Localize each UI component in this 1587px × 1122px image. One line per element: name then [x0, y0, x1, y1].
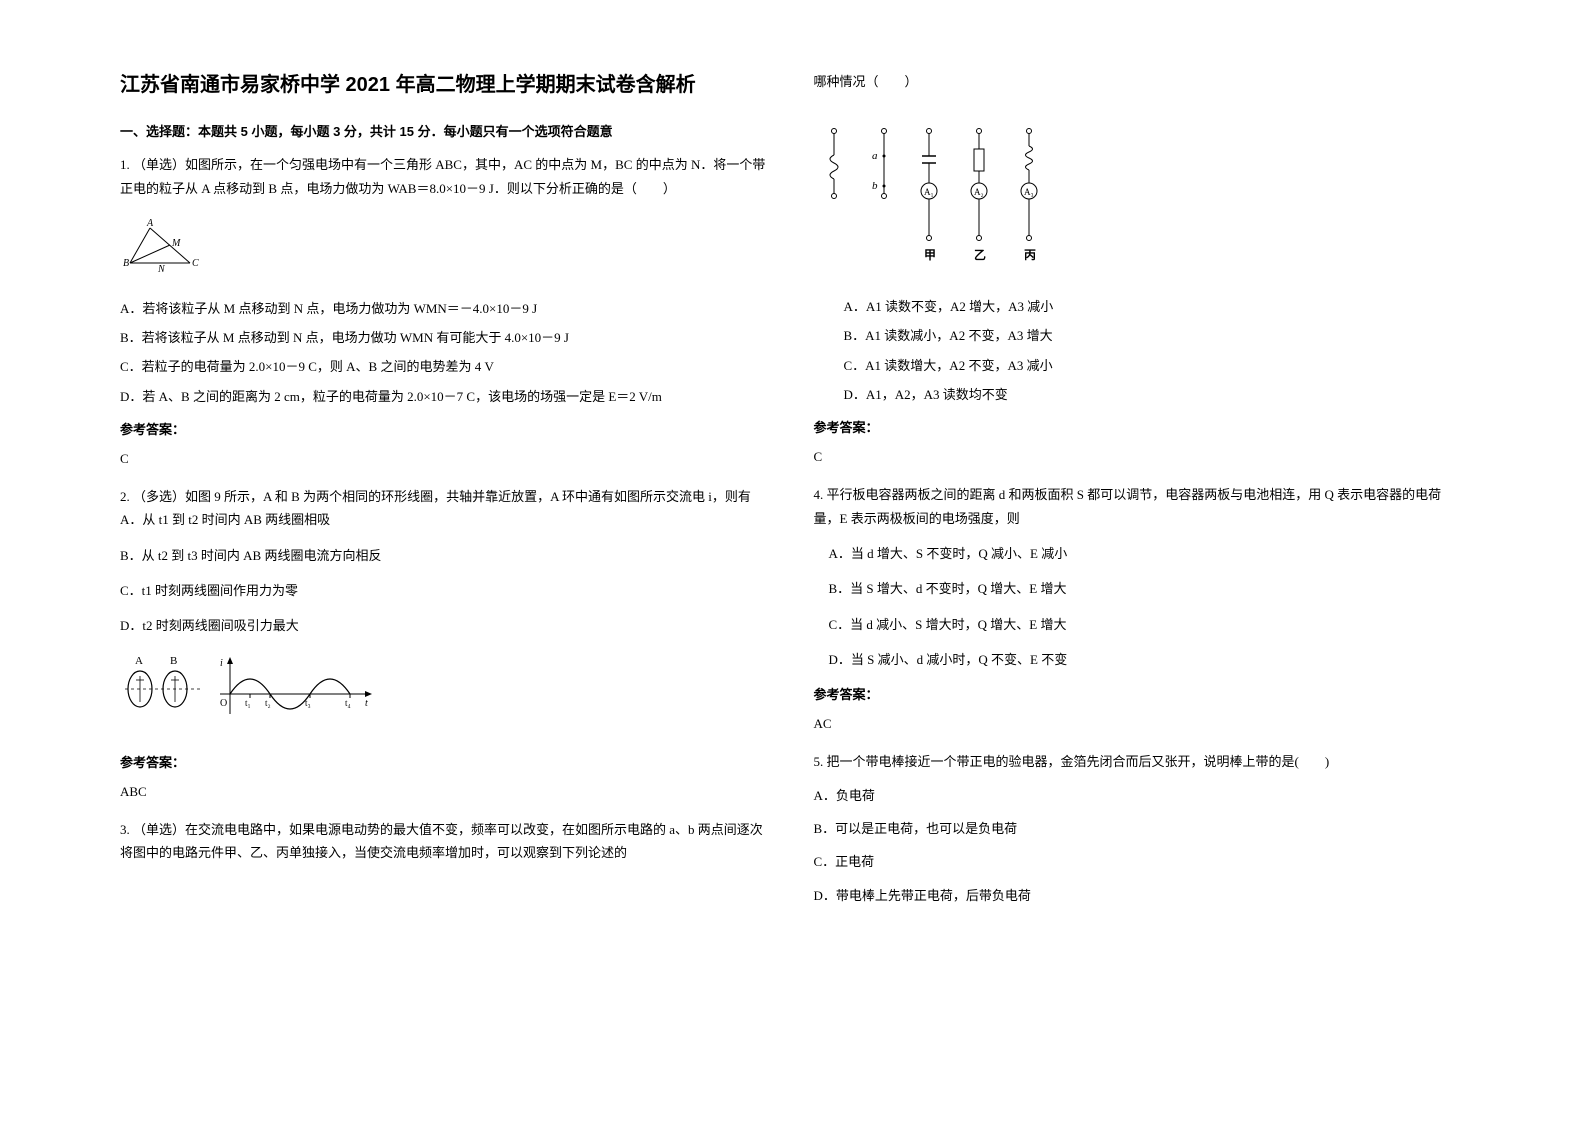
question-2: 2. （多选）如图 9 所示，A 和 B 为两个相同的环形线圈，共轴并靠近放置，… [120, 485, 774, 803]
left-column: 江苏省南通市易家桥中学 2021 年高二物理上学期期末试卷含解析 一、选择题：本… [100, 70, 794, 1082]
q4-text: 4. 平行板电容器两板之间的距离 d 和两板面积 S 都可以调节，电容器两板与电… [814, 483, 1468, 530]
q4-option-a: A．当 d 增大、S 不变时，Q 减小、E 减小 [829, 542, 1468, 565]
q2-option-b: B．从 t2 到 t3 时间内 AB 两线圈电流方向相反 [120, 544, 774, 567]
q5-option-b: B．可以是正电荷，也可以是负电荷 [814, 817, 1468, 840]
q4-option-b: B．当 S 增大、d 不变时，Q 增大、E 增大 [829, 577, 1468, 600]
svg-text:C: C [192, 258, 199, 269]
q1-answer-label: 参考答案： [120, 418, 774, 441]
right-column: 哪种情况（ ） a b A₁ 甲 [794, 70, 1488, 1082]
question-1: 1. （单选）如图所示，在一个匀强电场中有一个三角形 ABC，其中，AC 的中点… [120, 153, 774, 470]
q1-option-b: B．若将该粒子从 M 点移动到 N 点，电场力做功 WMN 有可能大于 4.0×… [120, 326, 774, 349]
svg-text:甲: 甲 [924, 248, 936, 262]
svg-text:A₃: A₃ [1024, 187, 1034, 197]
q1-option-a: A．若将该粒子从 M 点移动到 N 点，电场力做功为 WMN＝－4.0×10－9… [120, 297, 774, 320]
svg-text:t₄: t₄ [345, 698, 351, 708]
q3-option-d: D．A1，A2，A3 读数均不变 [844, 383, 1468, 406]
question-5: 5. 把一个带电棒接近一个带正电的验电器，金箔先闭合而后又张开，说明棒上带的是(… [814, 750, 1468, 907]
svg-text:t: t [365, 698, 368, 709]
q3-text: 3. （单选）在交流电电路中，如果电源电动势的最大值不变，频率可以改变，在如图所… [120, 818, 774, 865]
svg-text:B: B [170, 655, 177, 667]
q1-option-d: D．若 A、B 之间的距离为 2 cm，粒子的电荷量为 2.0×10－7 C，该… [120, 385, 774, 408]
section-header: 一、选择题：本题共 5 小题，每小题 3 分，共计 15 分．每小题只有一个选项… [120, 120, 774, 143]
q3-option-b: B．A1 读数减小，A2 不变，A3 增大 [844, 324, 1468, 347]
svg-text:N: N [157, 264, 166, 273]
q4-answer: AC [814, 712, 1468, 735]
svg-text:A₂: A₂ [974, 187, 984, 197]
q5-text: 5. 把一个带电棒接近一个带正电的验电器，金箔先闭合而后又张开，说明棒上带的是(… [814, 750, 1468, 773]
q4-option-c: C．当 d 减小、S 增大时，Q 增大、E 增大 [829, 613, 1468, 636]
svg-text:a: a [872, 150, 878, 162]
svg-text:乙: 乙 [974, 248, 986, 262]
q2-answer-label: 参考答案： [120, 751, 774, 774]
svg-text:t₁: t₁ [245, 698, 251, 708]
q1-figure: A B C M N [120, 218, 210, 273]
svg-text:A₁: A₁ [924, 187, 934, 197]
q5-option-a: A．负电荷 [814, 784, 1468, 807]
q1-option-c: C．若粒子的电荷量为 2.0×10－9 C，则 A、B 之间的电势差为 4 V [120, 355, 774, 378]
q3-options: A．A1 读数不变，A2 增大，A3 减小 B．A1 读数减小，A2 不变，A3… [814, 295, 1468, 407]
svg-text:丙: 丙 [1024, 248, 1036, 262]
q2-answer: ABC [120, 780, 774, 803]
document-title: 江苏省南通市易家桥中学 2021 年高二物理上学期期末试卷含解析 [120, 70, 774, 100]
svg-text:t₃: t₃ [305, 698, 311, 708]
svg-text:b: b [872, 180, 878, 192]
question-3-part1: 3. （单选）在交流电电路中，如果电源电动势的最大值不变，频率可以改变，在如图所… [120, 818, 774, 865]
svg-text:A: A [146, 218, 154, 229]
svg-text:B: B [123, 258, 129, 269]
q2-option-d: D．t2 时刻两线圈间吸引力最大 [120, 614, 774, 637]
svg-text:M: M [171, 238, 181, 249]
svg-text:i: i [220, 658, 223, 669]
q4-option-d: D．当 S 减小、d 减小时，Q 不变、E 不变 [829, 648, 1468, 671]
q3-text2: 哪种情况（ ） [814, 70, 1468, 93]
q5-option-d: D．带电棒上先带正电荷，后带负电荷 [814, 884, 1468, 907]
q4-answer-label: 参考答案： [814, 683, 1468, 706]
q3-answer: C [814, 445, 1468, 468]
q3-answer-label: 参考答案： [814, 416, 1468, 439]
q3-figure: a b A₁ 甲 A₂ 乙 [814, 111, 1064, 271]
q2-option-c: C．t1 时刻两线圈间作用力为零 [120, 579, 774, 602]
q5-option-c: C．正电荷 [814, 850, 1468, 873]
question-4: 4. 平行板电容器两板之间的距离 d 和两板面积 S 都可以调节，电容器两板与电… [814, 483, 1468, 735]
q3-option-c: C．A1 读数增大，A2 不变，A3 减小 [844, 354, 1468, 377]
q1-text: 1. （单选）如图所示，在一个匀强电场中有一个三角形 ABC，其中，AC 的中点… [120, 153, 774, 200]
q3-option-a: A．A1 读数不变，A2 增大，A3 减小 [844, 295, 1468, 318]
q2-text: 2. （多选）如图 9 所示，A 和 B 为两个相同的环形线圈，共轴并靠近放置，… [120, 485, 774, 532]
q1-answer: C [120, 447, 774, 470]
svg-text:A: A [135, 655, 143, 667]
svg-text:t₂: t₂ [265, 698, 271, 708]
svg-text:O: O [220, 698, 227, 709]
q2-figure: A B i t O t₁ t₂ t₃ t₄ [120, 654, 380, 724]
